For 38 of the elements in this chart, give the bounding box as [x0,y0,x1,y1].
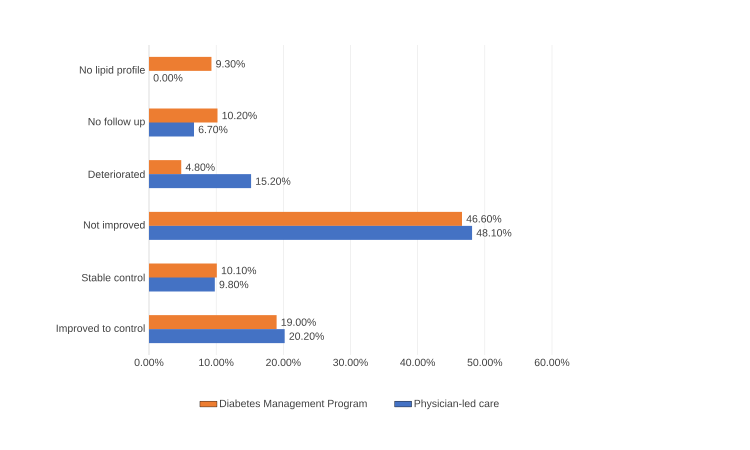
bar [149,174,252,188]
data-label: 48.10% [476,229,512,237]
bar [149,122,194,136]
y-tick-label: Stable control [82,274,145,282]
data-label: 9.80% [220,280,248,288]
data-label: 6.70% [198,126,228,134]
data-label: 4.80% [186,163,215,171]
legend-label: Physician-led care [414,399,499,410]
y-tick-label: Improved to control [56,324,145,334]
data-label: 9.30% [216,60,245,68]
x-tick-label: 40.00% [400,358,436,366]
x-tick-label: 10.00% [199,358,234,366]
x-tick-label: 20.00% [266,358,301,366]
y-tick-label: No follow up [88,118,145,128]
legend-label: Diabetes Management Program [220,399,367,410]
bar [149,160,182,174]
bar [149,212,462,226]
bar [149,278,215,292]
y-tick-label: Deteriorated [88,170,145,178]
x-tick-label: 30.00% [333,358,368,366]
data-label: 0.00% [154,74,182,82]
x-tick-label: 50.00% [468,358,502,366]
x-tick-label: 0.00% [134,358,164,366]
data-label: 15.20% [256,177,290,185]
bar [149,108,218,122]
bar [149,315,277,330]
data-label: 19.00% [282,318,316,326]
data-label: 10.20% [222,112,257,120]
data-label: 10.10% [222,266,256,274]
bar [149,226,472,240]
y-tick-label: Not improved [84,220,145,231]
bar [149,56,212,71]
bar [149,329,285,344]
x-tick-label: 60.00% [534,358,570,366]
bar [149,264,217,278]
data-label: 46.60% [466,215,502,223]
y-tick-label: No lipid profile [80,66,145,76]
data-label: 20.20% [289,332,324,340]
